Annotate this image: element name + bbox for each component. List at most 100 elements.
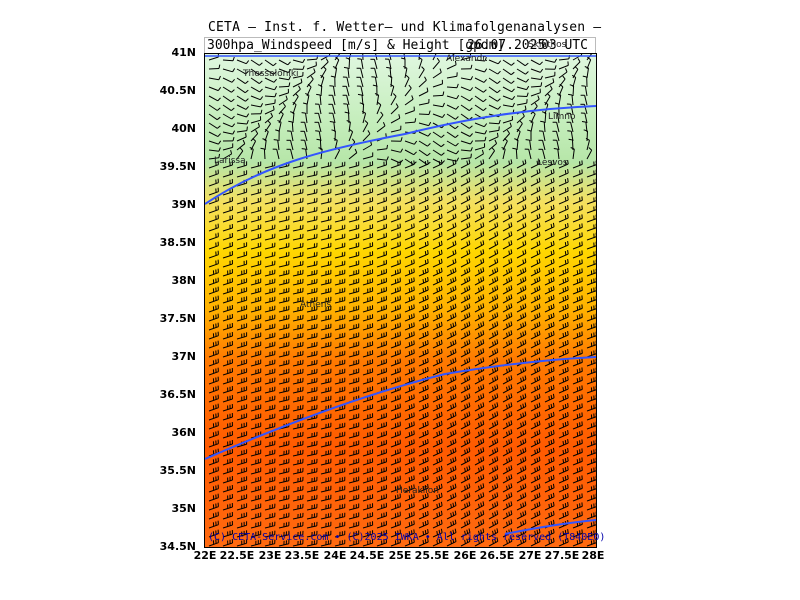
wind-barb-flag — [494, 502, 497, 507]
wind-barb-flag — [452, 385, 455, 390]
wind-barb-shaft — [502, 207, 513, 214]
wind-barb-flag — [482, 204, 485, 209]
wind-barb-flag — [436, 431, 438, 436]
wind-barb-shaft — [404, 98, 414, 106]
wind-barb-flag — [548, 332, 550, 337]
wind-barb-shaft — [208, 227, 219, 232]
wind-barb-flag — [440, 159, 443, 164]
wind-barb-shaft — [586, 344, 596, 349]
wind-barb-flag — [496, 402, 499, 407]
wind-barb-flag — [494, 178, 497, 183]
wind-barb-shaft — [544, 415, 555, 421]
wind-barb-flag — [510, 357, 513, 362]
wind-barb-shaft — [320, 336, 331, 340]
wind-barb-flag — [524, 411, 527, 416]
wind-barb-flag — [351, 138, 356, 143]
wind-barb-flag — [452, 502, 455, 507]
wind-barb-flag — [508, 493, 511, 498]
wind-barb-flag — [411, 413, 413, 418]
wind-barb-flag — [536, 403, 539, 408]
wind-barb-shaft — [264, 95, 276, 98]
wind-barb-shaft — [208, 389, 219, 394]
wind-barb-shaft — [404, 68, 408, 79]
wind-barb-flag — [510, 168, 513, 173]
wind-barb-flag — [494, 367, 497, 372]
wind-barb-flag — [524, 429, 527, 434]
wind-barb-flag — [427, 160, 429, 165]
wind-barb-flag — [413, 340, 415, 345]
wind-barb-shaft — [446, 199, 457, 205]
wind-barb-shaft — [390, 344, 401, 349]
wind-barb-flag — [427, 358, 429, 363]
wind-barb-flag — [496, 411, 499, 416]
wind-barb-flag — [576, 360, 579, 365]
wind-barb-flag — [522, 160, 525, 165]
wind-barb-flag — [230, 149, 233, 155]
wind-barb-flag — [438, 250, 441, 255]
wind-barb-flag — [496, 204, 499, 209]
wind-barb-shaft — [418, 149, 428, 157]
wind-barb-flag — [480, 493, 483, 498]
wind-barb-shaft — [348, 489, 359, 493]
wind-barb-shaft — [208, 533, 219, 538]
wind-barb-flag — [534, 431, 536, 436]
wind-barb-shaft — [446, 235, 457, 241]
wind-barb-flag — [450, 314, 452, 319]
wind-barb-flag — [520, 467, 522, 472]
wind-barb-flag — [424, 287, 427, 292]
wind-barb-shaft — [208, 308, 219, 313]
wind-barb-shaft — [544, 298, 555, 304]
wind-barb-flag — [273, 71, 277, 75]
wind-barb-flag — [466, 223, 469, 228]
wind-barb-shaft — [572, 85, 575, 97]
wind-barb-flag — [510, 321, 513, 326]
wind-barb-flag — [524, 240, 527, 245]
wind-barb-flag — [494, 421, 497, 426]
wind-barb-shaft — [306, 58, 318, 61]
wind-barb-shaft — [558, 199, 569, 205]
wind-barb-flag — [576, 459, 579, 464]
wind-barb-flag — [438, 286, 441, 291]
wind-barb-shaft — [319, 94, 322, 106]
wind-barb-flag — [411, 251, 413, 256]
wind-barb-flag — [522, 475, 525, 480]
wind-barb-flag — [480, 241, 483, 246]
wind-barb-shaft — [346, 95, 350, 106]
wind-barb-shaft — [460, 113, 470, 121]
wind-barb-shaft — [460, 157, 471, 160]
wind-barb-flag — [292, 101, 297, 105]
wind-barb-flag — [525, 139, 530, 141]
wind-barb-flag — [438, 223, 441, 228]
wind-barb-shaft — [558, 71, 568, 79]
wind-barb-flag — [380, 111, 384, 116]
wind-barb-flag — [524, 231, 527, 236]
wind-barb-shaft — [530, 92, 541, 97]
wind-barb-flag — [497, 105, 501, 110]
wind-barb-shaft — [222, 68, 233, 73]
wind-barb-flag — [478, 377, 480, 382]
wind-barb-flag — [524, 303, 527, 308]
wind-barb-shaft — [292, 59, 303, 64]
wind-barb-flag — [522, 340, 525, 345]
wind-barb-flag — [413, 394, 415, 399]
wind-barb-shaft — [446, 253, 457, 259]
wind-barb-shaft — [390, 236, 401, 241]
wind-barb-flag — [536, 178, 539, 183]
wind-barb-flag — [538, 195, 541, 200]
wind-barb-shaft — [542, 140, 546, 151]
wind-barb-shaft — [348, 462, 359, 466]
wind-barb-flag — [508, 313, 511, 318]
wind-barb-shaft — [222, 227, 233, 232]
wind-barb-flag — [310, 75, 314, 80]
wind-barb-flag — [424, 206, 427, 211]
wind-barb-flag — [510, 222, 513, 227]
wind-barb-shaft — [236, 497, 247, 502]
wind-barb-shaft — [348, 165, 359, 169]
wind-barb-flag — [464, 269, 466, 274]
wind-barb-flag — [262, 138, 267, 141]
wind-barb-flag — [576, 270, 579, 275]
wind-barb-flag — [317, 84, 322, 87]
wind-barb-shaft — [432, 83, 443, 88]
wind-barb-shaft — [390, 515, 401, 520]
wind-barb-shaft — [278, 264, 289, 268]
